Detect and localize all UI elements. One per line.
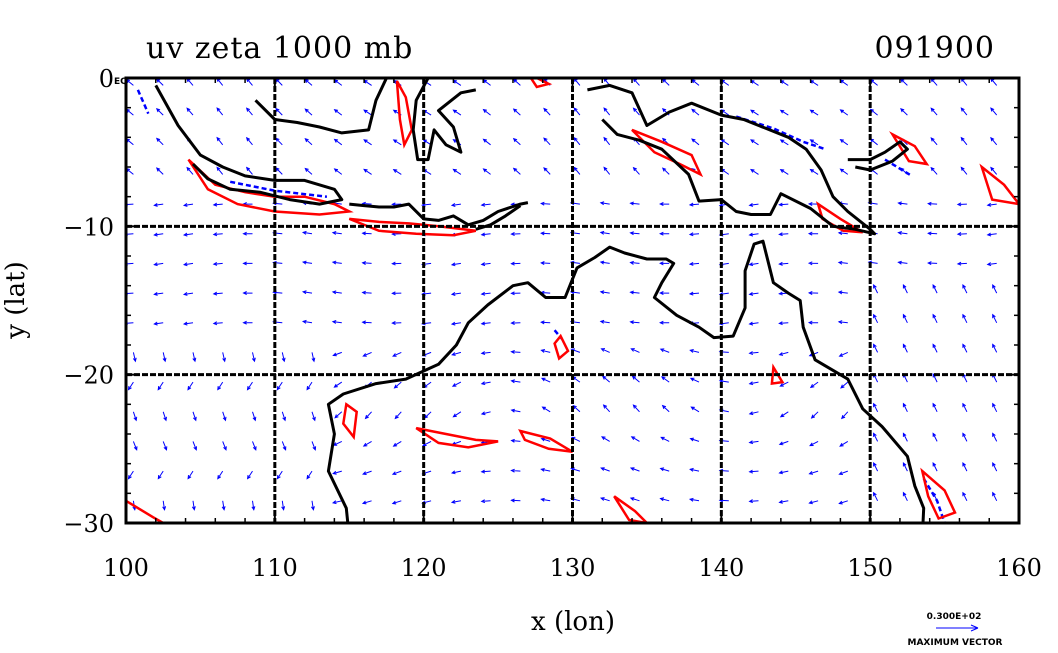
x-tick-label-160: 160 (996, 554, 1042, 582)
coastline-lesser-sundas (349, 201, 529, 227)
coastline-australia-north (326, 239, 926, 523)
x-tick-label-120: 120 (401, 554, 447, 582)
x-tick-label-140: 140 (698, 554, 744, 582)
y-tick-label--30: −30 (63, 510, 114, 538)
x-tick-label-100: 100 (103, 554, 149, 582)
positive-vorticity-contours (126, 78, 1019, 523)
x-axis-ticks: 100 110 120 130 140 150 160 (103, 78, 1042, 582)
wind-vector-field (126, 78, 998, 511)
positive-contour-13 (613, 495, 649, 523)
coastline-borneo (254, 78, 388, 135)
positive-contour-7 (415, 426, 499, 449)
x-tick-label-150: 150 (847, 554, 893, 582)
y-top-suffix: EQ (114, 77, 128, 87)
negative-contour-2 (922, 477, 946, 523)
negative-contour-4 (136, 89, 150, 115)
vector-legend: 0.300E+02 MAXIMUM VECTOR (907, 612, 1002, 648)
coastlines (154, 78, 926, 523)
coastline-new-guinea (587, 83, 877, 236)
positive-contour-15 (395, 80, 414, 149)
x-tick-label-110: 110 (252, 554, 298, 582)
positive-contour-1 (348, 217, 477, 237)
positive-contour-9 (553, 333, 570, 361)
y-tick-label--10: −10 (63, 213, 114, 241)
y-axis-ticks: 0 −10 −20 −30 EQ (63, 65, 1019, 538)
y-tick-label-0: 0 (99, 65, 114, 93)
chart-title: uv zeta 1000 mb (146, 31, 413, 66)
x-tick-label-130: 130 (550, 554, 596, 582)
x-axis-label: x (lon) (531, 607, 615, 637)
legend-reference-arrowhead (970, 624, 979, 632)
positive-contour-8 (518, 429, 574, 454)
negative-contour-0 (229, 180, 328, 198)
wind-vectors (126, 78, 998, 511)
coastline-sumatra-java (154, 84, 344, 206)
positive-contour-2 (631, 128, 704, 178)
y-tick-label--20: −20 (63, 362, 114, 390)
negative-contour-5 (884, 158, 913, 177)
positive-contour-5 (979, 163, 1019, 206)
positive-contour-12 (126, 499, 166, 523)
y-axis-label: y (lat) (1, 261, 31, 340)
legend-label: MAXIMUM VECTOR (907, 638, 1002, 648)
date-label: 091900 (874, 31, 995, 66)
positive-contour-11 (920, 467, 957, 521)
coastline-sulawesi (411, 78, 477, 162)
coastline-new-britain (847, 140, 909, 172)
grid-lines (126, 78, 1019, 523)
positive-contour-6 (341, 402, 359, 441)
legend-reference-value: 0.300E+02 (927, 612, 982, 622)
